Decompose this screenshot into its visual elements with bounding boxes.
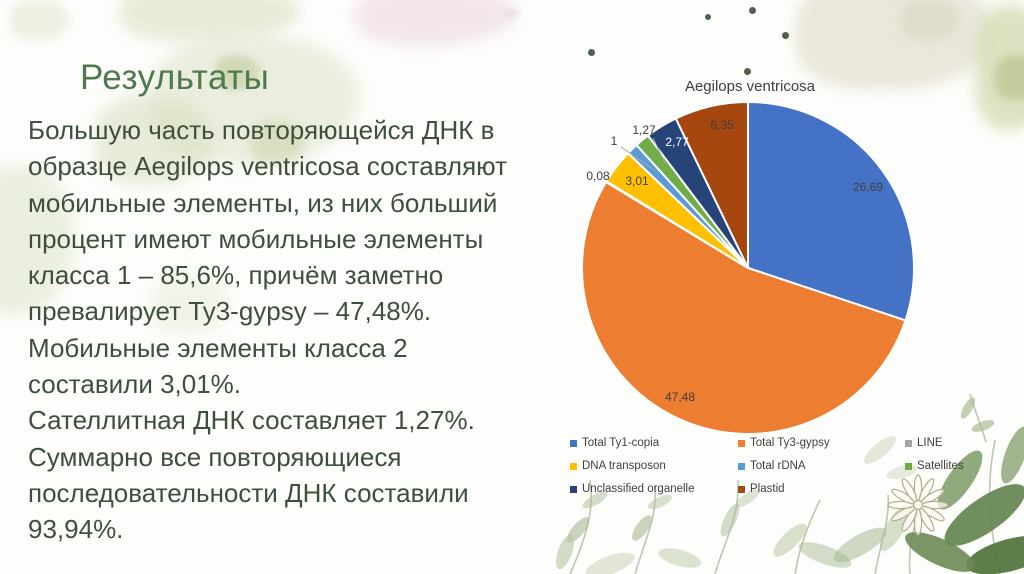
watercolor-blob (900, 0, 960, 40)
watercolor-blob (215, 55, 260, 90)
decorative-dot (744, 68, 751, 75)
body-line: превалирует Ty3-gypsy – 47,48%. (28, 296, 432, 327)
foliage-decoration (555, 393, 1024, 574)
body-line: 93,94%. (28, 514, 124, 545)
foliage-dark-leaves (905, 426, 1024, 574)
watercolor-blob (95, 95, 215, 185)
pie-label-total-ty1-copia: 26,69 (853, 180, 883, 194)
watercolor-blob (150, 275, 230, 335)
pie-slice-plastid (674, 100, 749, 269)
watercolor-blob (795, 0, 995, 90)
body-line: Мобильные элементы класса 2 (28, 332, 408, 363)
watercolor-blob-pink (355, 0, 515, 45)
body-line: Сателлитная ДНК составляет 1,27%. (28, 405, 475, 436)
page-title: Результаты (80, 58, 270, 97)
pie-chart: 26,69 47,48 0,08 3,01 1 1,27 2,77 6,35 (581, 100, 915, 435)
pie-label-unclassified-organelle: 2,77 (665, 135, 689, 149)
pie-label-satellites: 1,27 (632, 123, 656, 137)
decorative-dot (782, 32, 789, 39)
pie-label-total-rdna: 1 (611, 134, 618, 148)
pie-label-plastid: 6,35 (710, 118, 734, 132)
body-line: процент имеют мобильные элементы (28, 223, 484, 254)
body-text: Большую часть повторяющейся ДНК в образц… (28, 112, 507, 548)
pie-slice-total-ty1-copia (747, 101, 915, 322)
pie-label-line: 0,08 (586, 169, 610, 183)
pie-slice-total-ty3-gypsy (581, 181, 907, 435)
daisy-icon (887, 474, 949, 536)
chart-title: Aegilops ventricosa (684, 78, 816, 95)
body-line: Суммарно все повторяющиеся (28, 441, 402, 472)
watercolor-blob (250, 120, 305, 165)
decorative-dot (705, 14, 711, 20)
body-line: мобильные элементы, из них больший (28, 187, 498, 218)
decorative-dot (749, 7, 756, 14)
watercolor-blob (10, 0, 70, 40)
body-line: образце Aegilops ventricosa составляют (28, 151, 507, 182)
body-line: составили 3,01%. (28, 369, 242, 400)
body-line: Большую часть повторяющейся ДНК в (28, 115, 495, 145)
watercolor-blob-pink (503, 8, 519, 19)
pie-label-dna-transposon: 3,01 (625, 174, 649, 188)
decorative-dot (588, 49, 595, 56)
body-line: последовательности ДНК составили (28, 477, 469, 508)
label-leader-line (620, 146, 657, 172)
watercolor-blob (995, 55, 1024, 100)
label-leader-line (652, 137, 666, 164)
body-line: класса 1 – 85,6%, причём заметно (28, 260, 444, 291)
pie-label-total-ty3-gypsy: 47,48 (665, 390, 695, 404)
